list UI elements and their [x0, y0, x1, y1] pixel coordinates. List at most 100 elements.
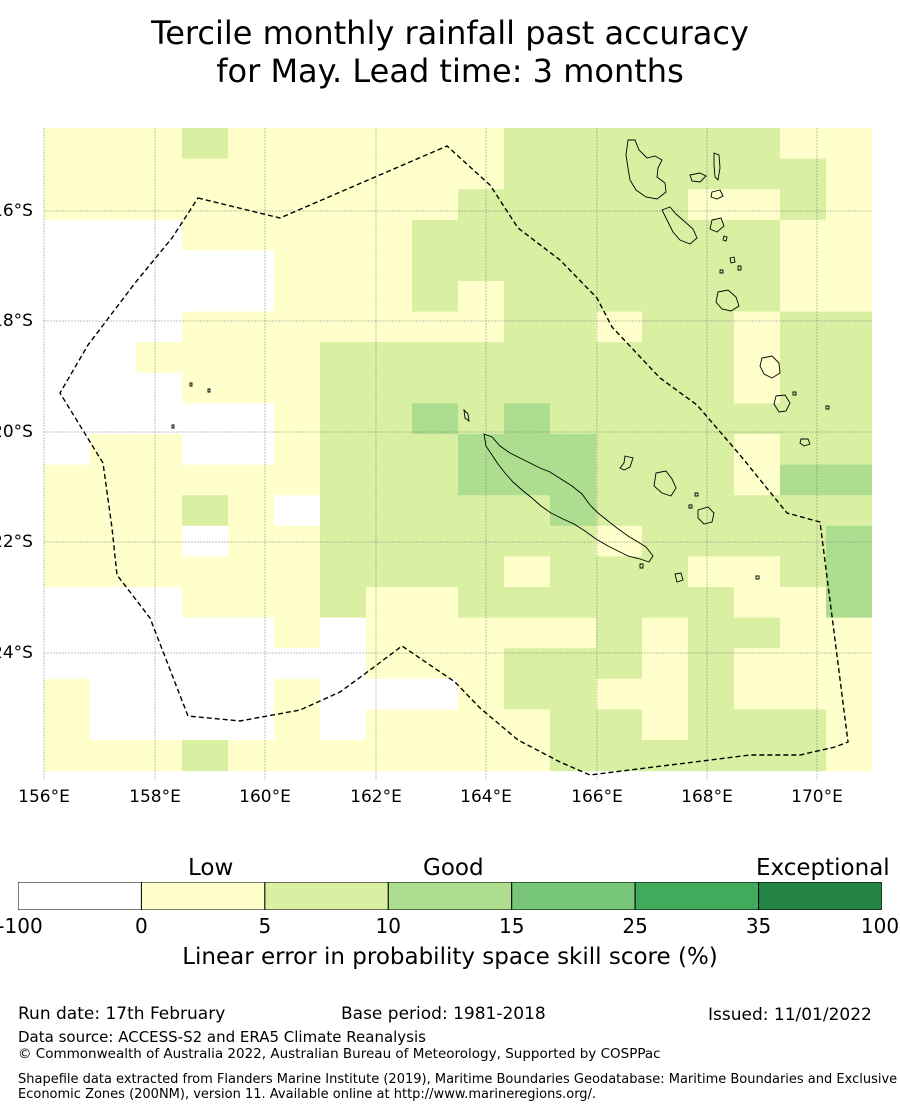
grid-cell — [596, 311, 642, 343]
grid-cell — [596, 464, 642, 496]
grid-cell — [458, 128, 504, 160]
grid-cell — [734, 709, 780, 741]
grid-cell — [504, 403, 550, 435]
grid-cell — [182, 158, 228, 190]
grid-cell — [320, 403, 366, 435]
grid-cell — [320, 189, 366, 221]
grid-cell — [826, 495, 872, 527]
title-line-1: Tercile monthly rainfall past accuracy — [151, 14, 749, 52]
grid-cell — [182, 250, 228, 282]
grid-cell — [44, 495, 90, 527]
grid-cell — [320, 587, 366, 619]
grid-cell — [44, 128, 90, 160]
longitude-label: 162°E — [350, 787, 402, 807]
grid-cell — [688, 740, 734, 772]
grid-cell — [734, 250, 780, 282]
eez-boundary — [59, 145, 849, 776]
grid-cell — [228, 158, 274, 190]
grid-cell — [780, 678, 826, 710]
grid-cell — [504, 158, 550, 190]
grid-cell — [826, 740, 872, 772]
colorbar-tick-label: 5 — [258, 914, 272, 938]
grid-cell — [274, 678, 320, 710]
grid-cell — [458, 495, 504, 527]
grid-cell — [412, 219, 458, 251]
grid-cell — [320, 617, 366, 649]
grid-cell — [642, 709, 688, 741]
grid-cell — [688, 250, 734, 282]
graticule — [43, 128, 872, 780]
grid-cell — [780, 342, 826, 374]
grid-cell — [366, 434, 412, 466]
grid-cell — [780, 709, 826, 741]
grid-cell — [274, 525, 320, 557]
grid-cell — [458, 434, 504, 466]
longitude-label: 158°E — [129, 787, 181, 807]
grid-cell — [688, 495, 734, 527]
grid-cell — [458, 281, 504, 313]
grid-cell — [734, 128, 780, 160]
grid-cell — [412, 434, 458, 466]
grid-cell — [596, 556, 642, 588]
latitude-label: 18°S — [0, 311, 33, 331]
grid-cell — [412, 587, 458, 619]
title-line-2: for May. Lead time: 3 months — [216, 52, 684, 90]
grid-cell — [780, 464, 826, 496]
grid-cell — [688, 372, 734, 404]
grid-cell — [412, 311, 458, 343]
grid-cell — [44, 648, 90, 680]
grid-cell — [412, 372, 458, 404]
longitude-label: 160°E — [239, 787, 291, 807]
grid-cell — [826, 281, 872, 313]
grid-cell — [90, 740, 136, 772]
grid-cell — [366, 372, 412, 404]
grid-cell — [458, 648, 504, 680]
grid-cell — [688, 128, 734, 160]
grid-cell — [90, 464, 136, 496]
category-low: Low — [188, 855, 234, 881]
grid-cell — [90, 403, 136, 435]
vanuatu-malekula — [661, 206, 698, 245]
loyalty-island-3 — [697, 506, 715, 525]
grid-cell — [780, 617, 826, 649]
coastlines — [171, 139, 830, 583]
grid-cell — [228, 311, 274, 343]
grid-cell — [412, 525, 458, 557]
colorbar-label: Linear error in probability space skill … — [182, 944, 718, 970]
grid-cell — [826, 434, 872, 466]
grid-cell — [182, 495, 228, 527]
grid-cell — [596, 740, 642, 772]
grid-cell — [412, 281, 458, 313]
grid-cell — [90, 158, 136, 190]
grid-cell — [412, 617, 458, 649]
grid-cell — [826, 464, 872, 496]
grid-cell — [734, 648, 780, 680]
grid-cell — [826, 250, 872, 282]
grid-cell — [780, 648, 826, 680]
grid-cell — [412, 342, 458, 374]
grid-cell — [458, 189, 504, 221]
grid-cell — [44, 311, 90, 343]
grid-cell — [412, 495, 458, 527]
grid-cell — [136, 709, 182, 741]
grid-cell — [366, 250, 412, 282]
grid-cell — [688, 678, 734, 710]
grid-cell — [228, 617, 274, 649]
grid-cell — [826, 648, 872, 680]
grid-cell — [550, 740, 596, 772]
grid-cell — [688, 342, 734, 374]
vanuatu-ambrym — [710, 189, 724, 200]
grid-cell — [228, 525, 274, 557]
grid-cell — [274, 587, 320, 619]
islet-6 — [719, 269, 724, 274]
grid-cell — [366, 740, 412, 772]
grid-cell — [826, 709, 872, 741]
issued-date: Issued: 11/01/2022 — [708, 1005, 872, 1025]
grid-cell — [320, 556, 366, 588]
grid-cell — [136, 189, 182, 221]
grid-cell — [504, 434, 550, 466]
colorbar-tick-label: 35 — [745, 914, 772, 938]
grid-cell — [90, 617, 136, 649]
grid-cell — [228, 342, 274, 374]
grid-cell — [550, 219, 596, 251]
